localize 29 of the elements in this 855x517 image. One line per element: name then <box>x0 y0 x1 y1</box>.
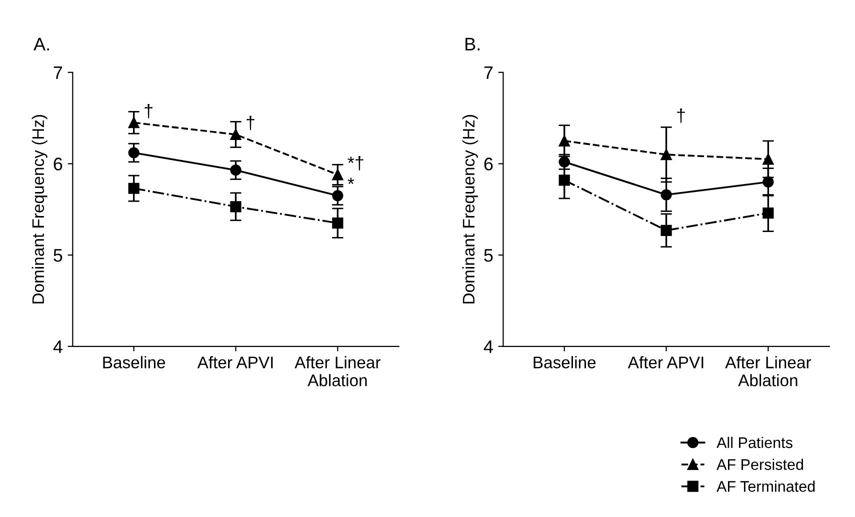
y-tick-label: 5 <box>54 249 62 262</box>
x-tick-label: After APVI <box>197 356 273 368</box>
annotation: † <box>246 116 254 130</box>
annotation: *† <box>348 156 364 170</box>
y-axis-title: Dominant Frequency (Hz) <box>32 115 48 304</box>
y-tick-label: 4 <box>53 340 62 353</box>
y-tick-label: 7 <box>484 66 493 79</box>
annotation: † <box>144 104 152 118</box>
legend-label: All Patients <box>716 436 792 448</box>
point <box>762 207 774 219</box>
legend-label: AF Persisted <box>716 458 804 470</box>
chart-title: B. <box>466 38 480 50</box>
annotation: * <box>348 178 354 184</box>
chart-title: A. <box>34 38 49 50</box>
point <box>230 201 242 212</box>
y-tick-label: 5 <box>484 249 493 262</box>
x-tick-label: After Linear Ablation <box>725 356 811 386</box>
y-tick-label: 6 <box>484 158 493 170</box>
x-tick-label: After Linear Ablation <box>294 356 380 386</box>
x-tick-label: Baseline <box>534 356 596 368</box>
y-axis-title: Dominant Frequency (Hz) <box>462 115 478 304</box>
point <box>660 224 672 236</box>
x-tick-label: After APVI <box>628 356 704 368</box>
annotation: † <box>677 108 685 123</box>
y-tick-label: 7 <box>54 66 62 79</box>
y-tick-label: 6 <box>54 158 62 170</box>
x-tick-label: Baseline <box>103 356 166 368</box>
legend-label: AF Terminated <box>716 480 815 492</box>
y-tick-label: 4 <box>484 340 493 353</box>
